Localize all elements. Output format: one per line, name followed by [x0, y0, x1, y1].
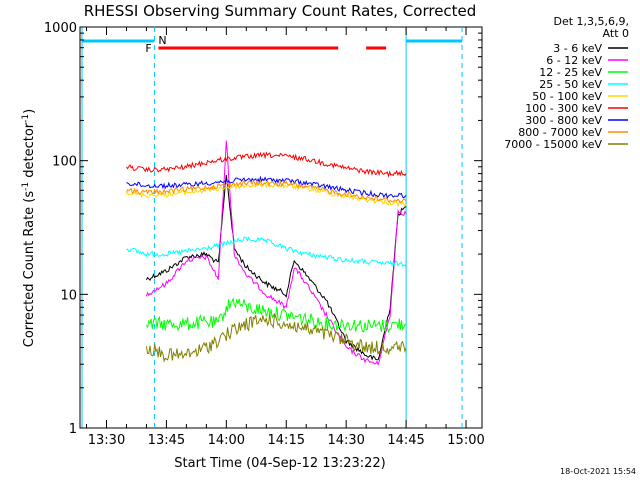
series-line-2 [145, 296, 407, 334]
y-axis-label-sup1: -1 [21, 182, 31, 191]
x-axis-ticks: 13:30 13:45 14:00 14:15 14:30 14:45 15:00 [86, 27, 485, 448]
y-axis-label-main: Corrected Count Rate (s [22, 191, 37, 348]
legend-header-0: Det 1,3,5,6,9, [553, 15, 629, 28]
plot-frame [79, 26, 483, 429]
x-tick-label-4: 14:30 [327, 433, 364, 448]
x-tick-label-1: 13:45 [148, 433, 185, 448]
y-tick-label-3: 1000 [44, 21, 77, 36]
series-line-4 [126, 181, 407, 208]
y-tick-label-2: 100 [52, 155, 77, 170]
y-tick-label-0: 1 [69, 422, 77, 437]
x-axis-label: Start Time (04-Sep-12 13:23:22) [174, 456, 385, 471]
series-layer [126, 140, 407, 366]
series-line-7 [126, 179, 407, 204]
flare-label: F [145, 42, 151, 55]
x-tick-label-2: 14:00 [208, 433, 245, 448]
y-axis-label-mid: detector [22, 122, 37, 182]
legend-entry-5: 100 - 300 keV [525, 102, 602, 115]
footer-timestamp: 18-Oct-2021 15:54 [560, 467, 636, 476]
legend-entry-0: 3 - 6 keV [553, 42, 602, 55]
plot-area-border [79, 26, 483, 429]
legend-entry-6: 300 - 800 keV [525, 114, 602, 127]
annotation-layer: NF [81, 27, 463, 428]
series-line-1 [145, 140, 407, 366]
legend-entry-3: 25 - 50 keV [539, 78, 602, 91]
series-line-0 [145, 175, 407, 361]
y-axis-ticks: 1 10 100 1000 [44, 21, 482, 437]
series-line-5 [126, 151, 407, 178]
y-axis-label-end: ) [22, 109, 37, 114]
legend-entry-2: 12 - 25 keV [539, 66, 602, 79]
legend-entry-1: 6 - 12 keV [546, 54, 602, 67]
x-tick-label-6: 15:00 [447, 433, 484, 448]
y-tick-label-1: 10 [60, 288, 77, 303]
chart-title: RHESSI Observing Summary Count Rates, Co… [84, 2, 477, 20]
y-axis-label-sup2: -1 [21, 114, 31, 123]
series-line-3 [126, 236, 407, 267]
night-label: N [158, 34, 166, 47]
legend-entry-7: 800 - 7000 keV [518, 126, 602, 139]
x-tick-label-0: 13:30 [88, 433, 125, 448]
x-tick-label-3: 14:15 [268, 433, 305, 448]
y-axis-label: Corrected Count Rate (s-1 detector-1) [21, 109, 37, 347]
series-line-8 [145, 312, 407, 363]
legend-entry-8: 7000 - 15000 keV [504, 138, 602, 151]
legend-entry-4: 50 - 100 keV [532, 90, 602, 103]
x-tick-label-5: 14:45 [387, 433, 424, 448]
legend-header-1: Att 0 [603, 27, 629, 40]
series-line-6 [126, 175, 407, 199]
